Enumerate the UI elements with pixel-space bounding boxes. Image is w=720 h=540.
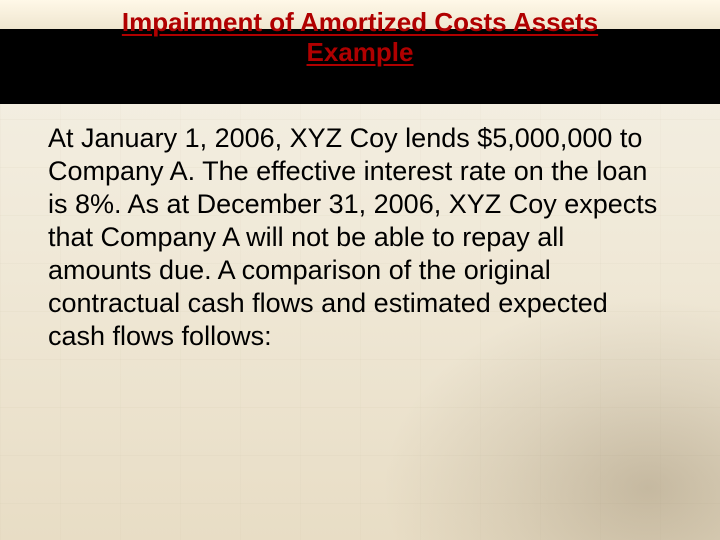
slide-body-text: At January 1, 2006, XYZ Coy lends $5,000…	[48, 122, 672, 353]
header-band: Impairment of Amortized Costs Assets Exa…	[0, 0, 720, 104]
slide-title: Impairment of Amortized Costs Assets Exa…	[122, 8, 598, 68]
slide-title-line2: Example	[307, 37, 414, 67]
slide-body-area: At January 1, 2006, XYZ Coy lends $5,000…	[0, 104, 720, 353]
slide-title-line1: Impairment of Amortized Costs Assets	[122, 7, 598, 37]
